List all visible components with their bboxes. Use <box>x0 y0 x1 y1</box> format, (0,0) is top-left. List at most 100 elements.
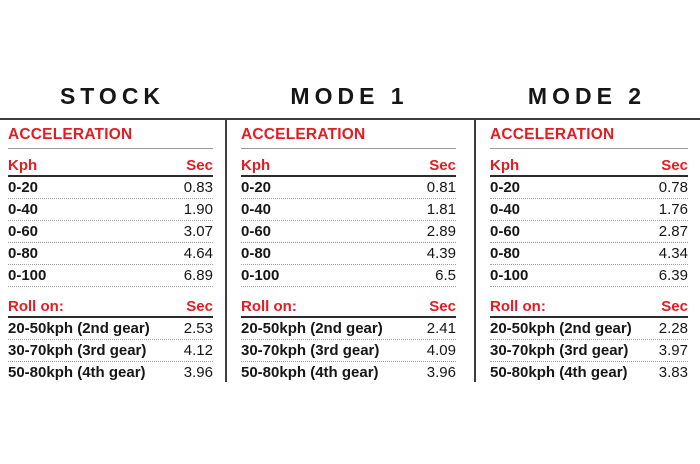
accel-header-row: Kph Sec <box>490 155 688 177</box>
table-row: 0-40 1.81 <box>241 199 456 221</box>
sec-header: Sec <box>429 298 456 315</box>
gear-range-label: 20-50kph (2nd gear) <box>8 320 150 337</box>
acceleration-heading: ACCELERATION <box>8 127 213 149</box>
time-value: 3.83 <box>658 364 688 381</box>
gear-range-label: 50-80kph (4th gear) <box>241 364 379 381</box>
table-row: 0-20 0.81 <box>241 177 456 199</box>
rollon-header-row: Roll on: Sec <box>490 296 688 318</box>
table-row: 0-40 1.90 <box>8 199 213 221</box>
table-row: 0-60 2.89 <box>241 221 456 243</box>
stock-column: ACCELERATION Kph Sec 0-20 0.83 0-40 1.90… <box>0 120 225 382</box>
rollon-header: Roll on: <box>241 298 297 315</box>
speed-range-label: 0-60 <box>8 223 39 240</box>
time-value: 2.28 <box>658 320 688 337</box>
rollon-header-row: Roll on: Sec <box>241 296 456 318</box>
time-value: 0.81 <box>426 179 456 196</box>
time-value: 4.64 <box>183 245 213 262</box>
gear-range-label: 20-50kph (2nd gear) <box>241 320 383 337</box>
time-value: 2.89 <box>426 223 456 240</box>
table-row: 50-80kph (4th gear) 3.83 <box>490 362 688 383</box>
time-value: 3.96 <box>183 364 213 381</box>
table-row: 20-50kph (2nd gear) 2.28 <box>490 318 688 340</box>
table-row: 0-20 0.83 <box>8 177 213 199</box>
table-row: 0-40 1.76 <box>490 199 688 221</box>
gear-range-label: 20-50kph (2nd gear) <box>490 320 632 337</box>
rollon-header: Roll on: <box>8 298 64 315</box>
speed-range-label: 0-20 <box>490 179 521 196</box>
table-row: 0-60 3.07 <box>8 221 213 243</box>
column-titles-row: STOCK MODE 1 MODE 2 <box>0 82 700 110</box>
sec-header: Sec <box>186 157 213 174</box>
mode2-column: ACCELERATION Kph Sec 0-20 0.78 0-40 1.76… <box>474 120 700 382</box>
gear-range-label: 30-70kph (3rd gear) <box>490 342 629 359</box>
gear-range-label: 50-80kph (4th gear) <box>8 364 146 381</box>
time-value: 3.07 <box>183 223 213 240</box>
mode1-column: ACCELERATION Kph Sec 0-20 0.81 0-40 1.81… <box>225 120 474 382</box>
acceleration-heading: ACCELERATION <box>490 127 688 149</box>
time-value: 2.87 <box>658 223 688 240</box>
kph-header: Kph <box>241 157 271 174</box>
table-row: 0-80 4.34 <box>490 243 688 265</box>
time-value: 3.97 <box>658 342 688 359</box>
sec-header: Sec <box>661 157 688 174</box>
table-row: 30-70kph (3rd gear) 3.97 <box>490 340 688 362</box>
time-value: 4.12 <box>183 342 213 359</box>
gear-range-label: 30-70kph (3rd gear) <box>8 342 147 359</box>
accel-header-row: Kph Sec <box>8 155 213 177</box>
time-value: 2.41 <box>426 320 456 337</box>
rollon-header: Roll on: <box>490 298 546 315</box>
kph-header: Kph <box>490 157 520 174</box>
table-row: 0-80 4.39 <box>241 243 456 265</box>
speed-range-label: 0-100 <box>241 267 280 284</box>
gear-range-label: 30-70kph (3rd gear) <box>241 342 380 359</box>
table-row: 30-70kph (3rd gear) 4.09 <box>241 340 456 362</box>
time-value: 6.39 <box>658 267 688 284</box>
time-value: 0.83 <box>183 179 213 196</box>
time-value: 2.53 <box>183 320 213 337</box>
time-value: 3.96 <box>426 364 456 381</box>
speed-range-label: 0-20 <box>8 179 39 196</box>
table-row: 30-70kph (3rd gear) 4.12 <box>8 340 213 362</box>
speed-range-label: 0-60 <box>490 223 521 240</box>
table-row: 0-100 6.89 <box>8 265 213 287</box>
table-row: 50-80kph (4th gear) 3.96 <box>241 362 456 383</box>
time-value: 4.34 <box>658 245 688 262</box>
acceleration-heading: ACCELERATION <box>241 127 456 149</box>
speed-range-label: 0-60 <box>241 223 272 240</box>
time-value: 4.39 <box>426 245 456 262</box>
sec-header: Sec <box>186 298 213 315</box>
table-row: 0-80 4.64 <box>8 243 213 265</box>
time-value: 1.81 <box>426 201 456 218</box>
title-divider-rule <box>0 118 700 120</box>
table-row: 0-100 6.39 <box>490 265 688 287</box>
accel-header-row: Kph Sec <box>241 155 456 177</box>
speed-range-label: 0-80 <box>241 245 272 262</box>
kph-header: Kph <box>8 157 38 174</box>
sec-header: Sec <box>429 157 456 174</box>
column-title-mode2: MODE 2 <box>527 83 647 109</box>
table-row: 0-20 0.78 <box>490 177 688 199</box>
time-value: 4.09 <box>426 342 456 359</box>
time-value: 1.76 <box>658 201 688 218</box>
column-title-mode1: MODE 1 <box>290 83 409 109</box>
comparison-table: ACCELERATION Kph Sec 0-20 0.83 0-40 1.90… <box>0 120 700 382</box>
speed-range-label: 0-40 <box>8 201 39 218</box>
time-value: 6.89 <box>183 267 213 284</box>
speed-range-label: 0-40 <box>490 201 521 218</box>
table-row: 50-80kph (4th gear) 3.96 <box>8 362 213 383</box>
table-row: 0-60 2.87 <box>490 221 688 243</box>
speed-range-label: 0-100 <box>490 267 529 284</box>
table-row: 20-50kph (2nd gear) 2.41 <box>241 318 456 340</box>
time-value: 6.5 <box>435 267 456 284</box>
table-row: 0-100 6.5 <box>241 265 456 287</box>
speed-range-label: 0-80 <box>490 245 521 262</box>
time-value: 1.90 <box>183 201 213 218</box>
speed-range-label: 0-40 <box>241 201 272 218</box>
table-row: 20-50kph (2nd gear) 2.53 <box>8 318 213 340</box>
column-title-stock: STOCK <box>59 83 166 109</box>
sec-header: Sec <box>661 298 688 315</box>
time-value: 0.78 <box>658 179 688 196</box>
speed-range-label: 0-80 <box>8 245 39 262</box>
speed-range-label: 0-100 <box>8 267 47 284</box>
speed-range-label: 0-20 <box>241 179 272 196</box>
